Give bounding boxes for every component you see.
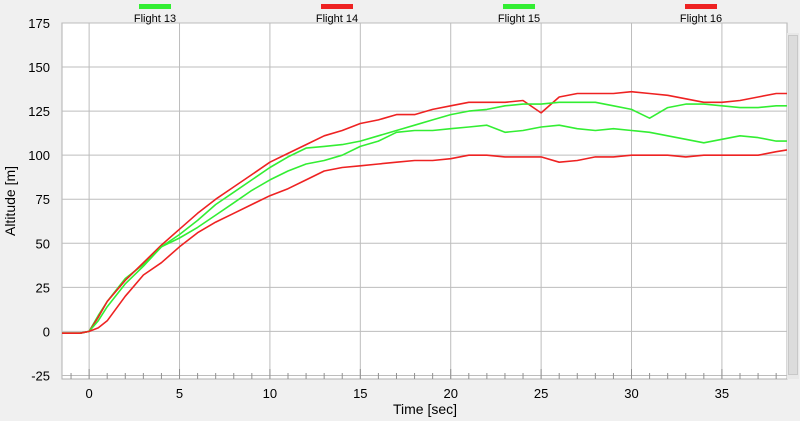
- x-tick-labels: 0 5 10 15 20 25 30 35: [86, 386, 730, 401]
- y-tick-label: 25: [36, 280, 50, 295]
- x-axis-title: Time [sec]: [393, 401, 457, 417]
- y-tick-label: 0: [43, 324, 50, 339]
- x-tick-label: 25: [534, 386, 548, 401]
- y-tick-label: 100: [28, 148, 50, 163]
- series-line-flight-14: [62, 90, 787, 335]
- legend-swatch: [503, 4, 535, 9]
- legend-swatch: [139, 4, 171, 9]
- vertical-scrollbar[interactable]: [787, 33, 799, 379]
- x-tick-label: 35: [715, 386, 729, 401]
- legend-label: Flight 13: [134, 13, 176, 25]
- legend-label: Flight 16: [680, 13, 722, 25]
- y-tick-label: 125: [28, 104, 50, 119]
- y-tick-labels: -25 0 25 50 75 100 125 150 175: [28, 16, 50, 383]
- legend-label: Flight 15: [498, 13, 540, 25]
- series-lines: [62, 90, 788, 335]
- y-tick-label: 150: [28, 60, 50, 75]
- scrollbar-thumb[interactable]: [788, 35, 798, 375]
- x-minor-ticks: [70, 369, 777, 379]
- legend-swatch: [321, 4, 353, 9]
- x-tick-label: 20: [443, 386, 457, 401]
- y-tick-label: 175: [28, 16, 50, 31]
- x-tick-label: 5: [176, 386, 183, 401]
- y-tick-label: 50: [36, 236, 50, 251]
- x-tick-label: 0: [86, 386, 93, 401]
- series-line-flight-16: [62, 149, 788, 335]
- legend-swatch: [685, 4, 717, 9]
- y-tick-label: -25: [31, 368, 50, 383]
- x-tick-label: 15: [353, 386, 367, 401]
- x-tick-label: 10: [263, 386, 277, 401]
- plot-background: [61, 22, 788, 380]
- legend: Flight 13 Flight 14 Flight 15 Flight 16: [134, 4, 722, 25]
- series-line-flight-15: [62, 101, 787, 335]
- y-tick-label: 75: [36, 192, 50, 207]
- x-tick-label: 30: [624, 386, 638, 401]
- y-axis-title: Altitude [m]: [2, 166, 18, 236]
- legend-label: Flight 14: [316, 13, 358, 25]
